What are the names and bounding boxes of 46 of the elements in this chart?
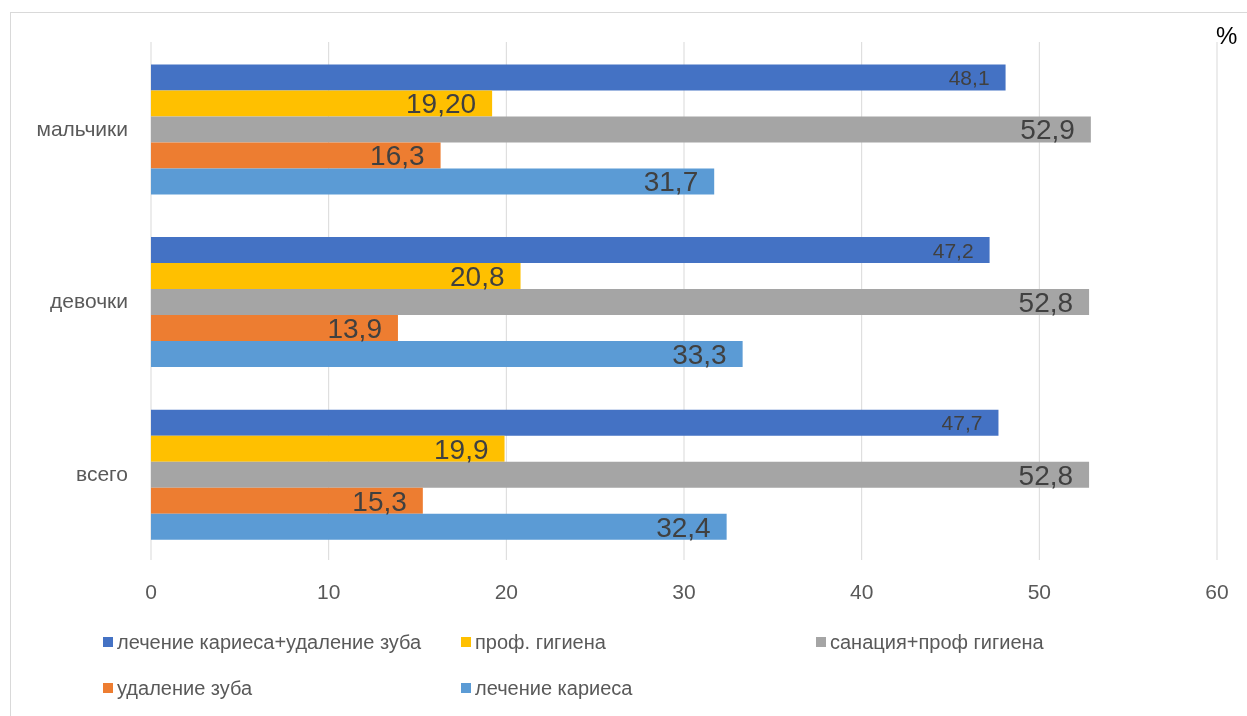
bar bbox=[151, 289, 1090, 316]
data-label: 52,8 bbox=[1018, 287, 1074, 319]
bar bbox=[151, 64, 1006, 91]
y-tick-label: всего bbox=[76, 462, 128, 486]
x-tick-label: 10 bbox=[316, 579, 341, 603]
bar bbox=[151, 315, 398, 342]
y-tick-label: девочки bbox=[50, 289, 128, 313]
y-tick-label: мальчики bbox=[36, 116, 128, 140]
data-label: 19,20 bbox=[406, 88, 477, 120]
bar bbox=[151, 487, 423, 514]
bar bbox=[151, 341, 743, 368]
data-label: 31,7 bbox=[643, 166, 699, 198]
x-tick-label: 40 bbox=[849, 579, 874, 603]
data-label: 47,2 bbox=[932, 238, 974, 262]
legend-label: лечение кариеса+удаление зуба bbox=[117, 630, 422, 654]
data-label: 52,8 bbox=[1018, 459, 1074, 491]
data-label: 16,3 bbox=[370, 140, 425, 172]
legend-label: лечение кариеса bbox=[475, 676, 633, 700]
x-tick-label: 60 bbox=[1205, 579, 1229, 603]
data-label: 47,7 bbox=[941, 411, 983, 435]
bar bbox=[151, 168, 715, 195]
annotation: % bbox=[1216, 22, 1238, 50]
bar bbox=[151, 263, 521, 290]
data-label: 19,9 bbox=[434, 433, 489, 465]
legend-label: санация+проф гигиена bbox=[830, 630, 1044, 654]
data-label: 15,3 bbox=[352, 485, 407, 517]
x-tick-label: 50 bbox=[1027, 579, 1052, 603]
data-label: 32,4 bbox=[656, 511, 711, 543]
bar bbox=[151, 513, 727, 540]
data-label: 33,3 bbox=[672, 339, 727, 371]
x-tick-label: 20 bbox=[494, 579, 519, 603]
data-label: 13,9 bbox=[327, 313, 382, 345]
bar bbox=[151, 90, 493, 117]
x-tick-label: 30 bbox=[672, 579, 696, 603]
data-label: 52,9 bbox=[1020, 114, 1075, 146]
bar bbox=[151, 237, 990, 264]
bar bbox=[151, 142, 441, 169]
bar bbox=[151, 409, 999, 436]
data-label: 20,8 bbox=[450, 261, 505, 293]
legend-label: удаление зуба bbox=[117, 676, 253, 700]
x-tick-label: 0 bbox=[145, 579, 157, 603]
legend-label: проф. гигиена bbox=[475, 630, 606, 654]
bar bbox=[151, 116, 1091, 143]
bar bbox=[151, 435, 505, 462]
data-label: 48,1 bbox=[948, 65, 990, 89]
bar bbox=[151, 461, 1090, 488]
